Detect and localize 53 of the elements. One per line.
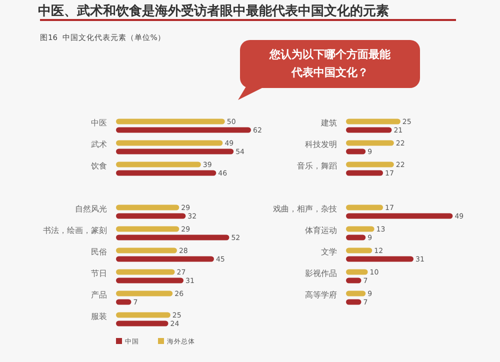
chart-title: 中医、武术和饮食是海外受访者眼中最能代表中国文化的元素 [38,3,389,19]
y-tick-label: 节日 [91,268,107,278]
bar [346,162,394,168]
y-tick-label: 饮食 [90,161,107,170]
y-tick-label: 戏曲，相声，杂技 [273,204,337,214]
bar [116,299,132,305]
bar [116,312,170,318]
text: 您认为以下哪个方面最能代表中国文化？ [268,48,392,79]
bar [346,140,394,146]
bar [116,248,177,254]
y-tick-label: 文学 [321,247,337,256]
y-tick-label: 自然风光 [75,204,107,214]
bar [346,127,392,133]
bar [116,278,184,284]
bar [116,290,173,296]
bar [116,170,216,176]
bar [346,234,366,240]
bar [346,299,362,305]
bar [346,248,372,254]
bar [346,226,374,232]
bar [346,204,384,210]
bar [346,290,366,296]
bar [116,256,214,262]
bar [346,170,384,176]
bar [116,127,251,133]
bar [346,269,368,275]
bar [116,118,225,124]
y-tick-label: 建筑 [320,118,337,128]
bar [116,204,180,210]
bar [346,256,414,262]
bar [346,278,362,284]
y-tick-label: 产品 [91,290,107,300]
y-tick-label: 服装 [91,312,107,321]
y-tick-label: 民俗 [91,247,107,256]
y-tick-label: 影视作品 [305,268,337,278]
bar [116,213,186,219]
bar [116,269,175,275]
bar [116,148,234,154]
bar [116,226,180,232]
y-tick-label: 体育运动 [305,226,337,235]
bar [116,234,230,240]
bar [116,162,201,168]
y-tick-label: 高等学府 [305,290,337,300]
bar [346,118,400,124]
bar [346,148,366,154]
y-tick-label: 中医 [91,118,107,128]
y-tick-label: 科技发明 [305,140,337,149]
bar [116,140,223,146]
bar [346,213,453,219]
y-tick-label: 书法，绘画，篆刻 [43,226,107,235]
bar [116,320,168,326]
y-tick-label: 音乐，舞蹈 [297,161,337,170]
y-tick-label: 武术 [91,140,107,149]
